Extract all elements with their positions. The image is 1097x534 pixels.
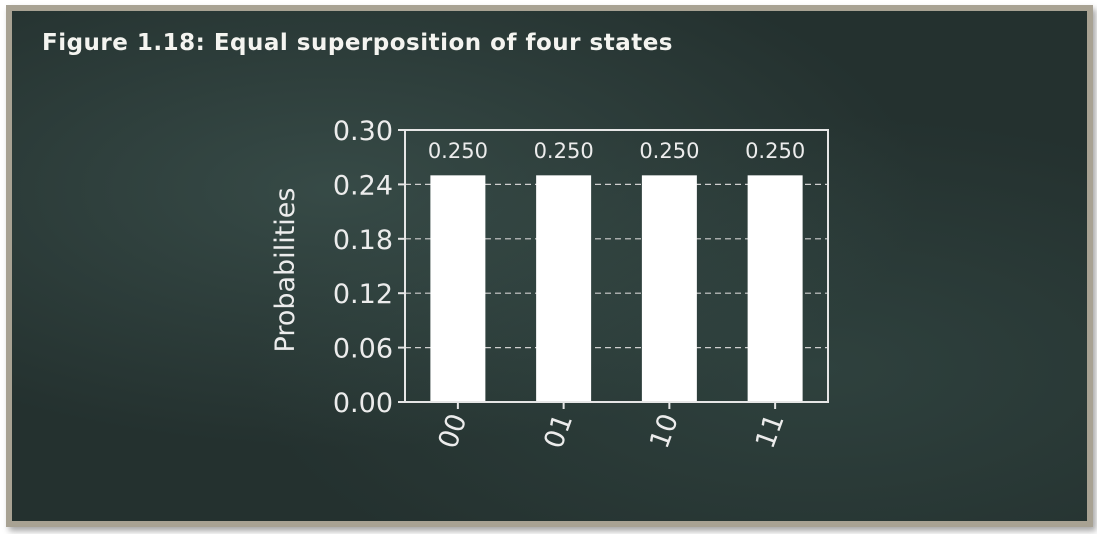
x-tick-label: 11 [750, 410, 791, 453]
x-tick-label: 00 [433, 410, 474, 453]
x-axis-ticks: 00 01 10 11 [433, 402, 791, 453]
y-axis-ticks: 0.00 0.06 0.12 0.18 0.24 0.30 [333, 116, 405, 419]
bar-00 [430, 175, 486, 402]
y-tick-label: 0.18 [333, 225, 393, 256]
y-tick-label: 0.12 [333, 279, 393, 310]
y-tick-label: 0.06 [333, 334, 393, 365]
x-tick-label: 01 [538, 410, 579, 453]
figure-title: Figure 1.18: Equal superposition of four… [42, 30, 674, 56]
data-label: 0.250 [534, 139, 594, 163]
bar-10 [641, 175, 697, 402]
y-tick-label: 0.30 [333, 116, 393, 147]
y-tick-label: 0.00 [333, 388, 393, 419]
x-tick-label: 10 [644, 410, 685, 453]
bar-11 [747, 175, 803, 402]
data-label: 0.250 [428, 139, 488, 163]
y-tick-label: 0.24 [333, 170, 393, 201]
data-labels: 0.250 0.250 0.250 0.250 [428, 139, 805, 163]
data-label: 0.250 [745, 139, 805, 163]
plot-frame [404, 129, 829, 403]
y-axis-label: Probabilities [270, 188, 301, 353]
bars [430, 175, 803, 402]
bar-01 [536, 175, 592, 402]
data-label: 0.250 [639, 139, 699, 163]
